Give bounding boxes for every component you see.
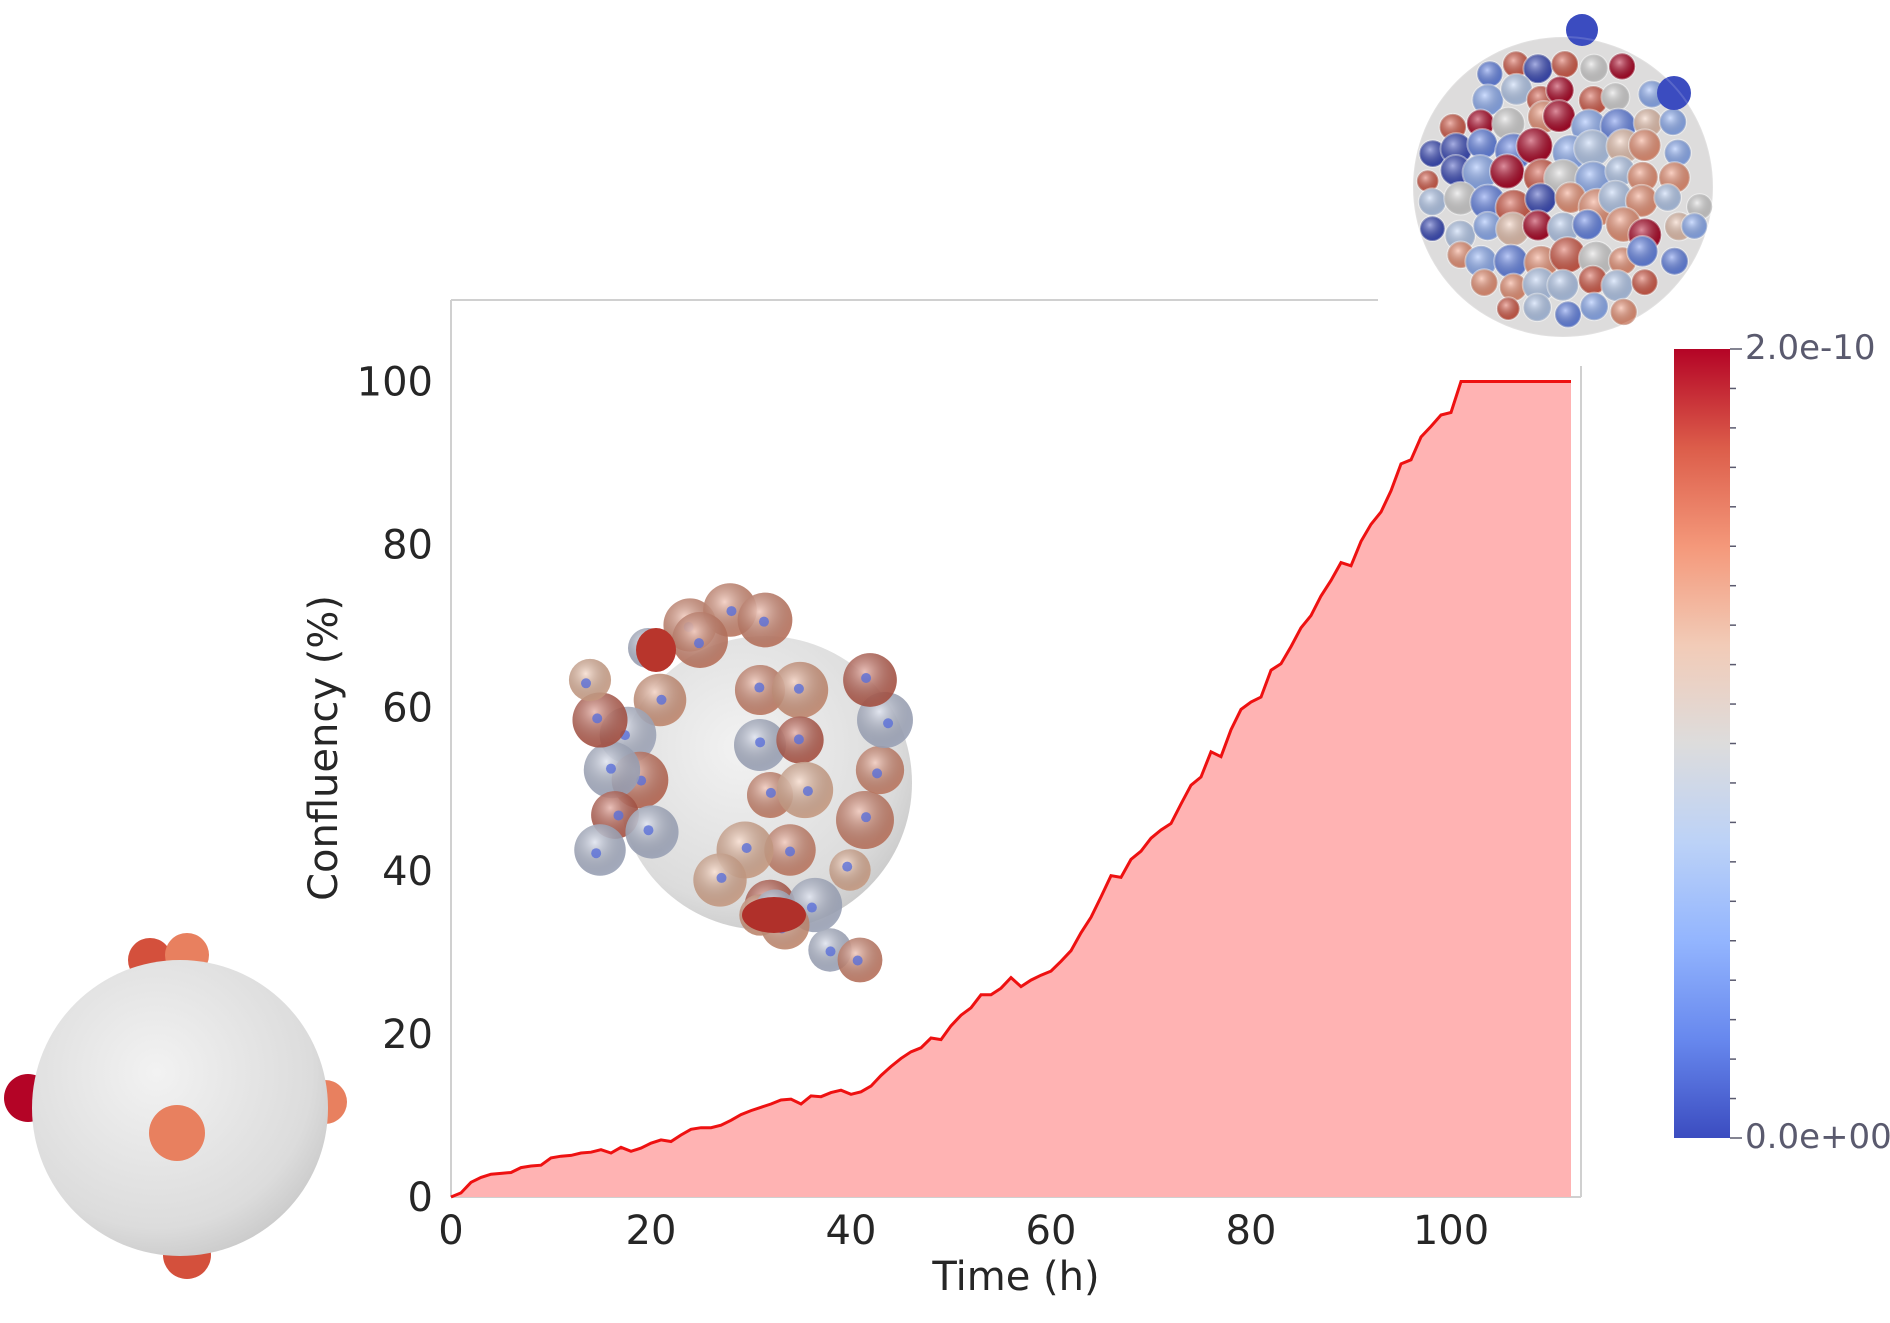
y-tick-label: 100	[357, 360, 433, 406]
x-tick-label: 40	[826, 1208, 877, 1254]
y-tick-label: 60	[382, 686, 433, 732]
y-tick-label: 80	[382, 523, 433, 569]
colorbar-min-label: 0.0e+00	[1745, 1117, 1890, 1157]
sphere-render-early	[4, 933, 347, 1279]
sphere-render-confluent	[1412, 14, 1714, 338]
x-tick-label: 0	[438, 1208, 463, 1254]
confluency-line	[450, 380, 1571, 1199]
sphere-render-mid	[568, 583, 913, 983]
colorbar-gradient	[1674, 349, 1730, 1138]
axis-ticks: 0 20 40 60 80 100 0 20 40 60 80 100	[357, 360, 1490, 1254]
x-tick-label: 100	[1413, 1208, 1489, 1254]
confluency-area	[451, 381, 1571, 1197]
y-tick-label: 40	[382, 849, 433, 895]
x-tick-label: 60	[1026, 1208, 1077, 1254]
x-tick-label: 20	[626, 1208, 677, 1254]
x-axis-label: Time (h)	[931, 1254, 1099, 1300]
x-tick-label: 80	[1226, 1208, 1277, 1254]
plot-area	[450, 380, 1571, 1199]
y-tick-label: 0	[408, 1175, 433, 1221]
colorbar: 2.0e-10 0.0e+00	[1674, 328, 1890, 1157]
y-axis-label: Confluency (%)	[301, 595, 347, 901]
y-tick-label: 20	[382, 1012, 433, 1058]
colorbar-max-label: 2.0e-10	[1745, 328, 1876, 368]
